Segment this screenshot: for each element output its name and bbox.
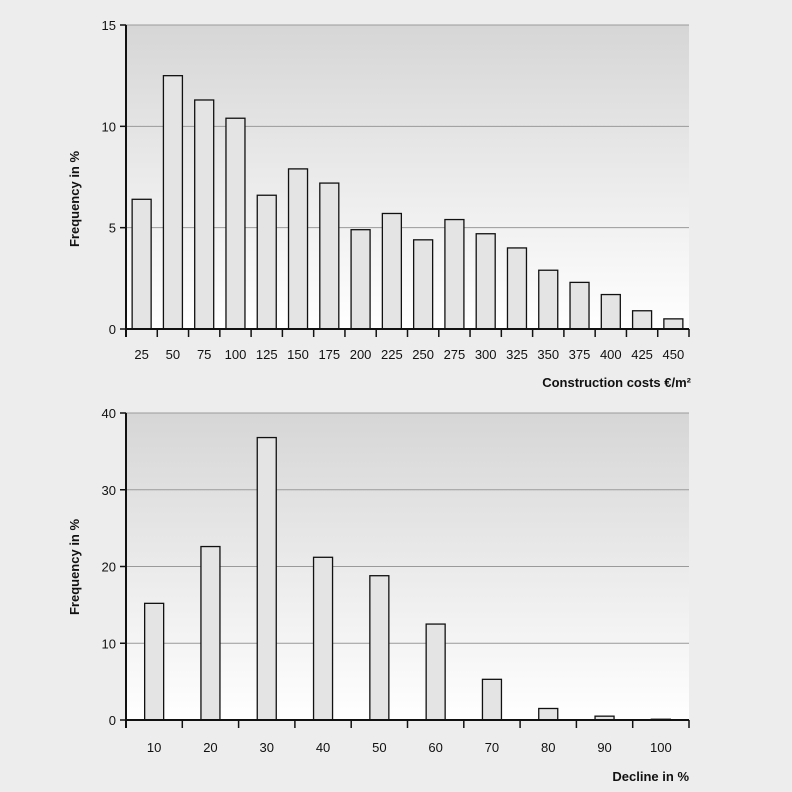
x-tick-label: 25: [134, 347, 148, 362]
bar-200: [350, 229, 371, 330]
bar-250: [412, 239, 434, 330]
x-axis-title: Decline in %: [612, 769, 689, 784]
x-tick-label: 200: [350, 347, 372, 362]
x-tick-label: 350: [537, 347, 559, 362]
x-tick-label: 75: [197, 347, 211, 362]
bar-50: [162, 75, 184, 330]
y-axis-title: Frequency in %: [67, 519, 82, 616]
bar-70: [481, 678, 503, 721]
bar-30: [256, 436, 277, 721]
y-tick-label: 0: [109, 713, 116, 728]
bar-25: [131, 198, 152, 330]
x-tick-label: 125: [256, 347, 278, 362]
bar-400: [600, 293, 621, 330]
y-tick-label: 20: [102, 560, 116, 575]
bar-425: [631, 310, 653, 330]
y-tick-label: 10: [102, 636, 116, 651]
x-tick-label: 30: [260, 740, 274, 755]
bars: [143, 436, 671, 721]
bar-10: [143, 602, 165, 721]
bar-375: [569, 281, 590, 330]
bar-150: [287, 168, 309, 330]
x-tick-label: 50: [372, 740, 386, 755]
x-tick-label: 375: [569, 347, 591, 362]
bar-60: [425, 623, 446, 721]
construction-costs-chart: 0 5 10 15 25 50 75 100 125 150 175 200 225 250 275 300…: [67, 18, 692, 390]
y-tick-labels: 0 10 20 30 40: [102, 406, 116, 728]
x-tick-label: 90: [597, 740, 611, 755]
y-tick-label: 15: [102, 18, 116, 33]
x-tick-label: 400: [600, 347, 622, 362]
x-tick-labels: 10 20 30 40 50 60 70 80 90 100: [147, 740, 672, 755]
x-tick-label: 225: [381, 347, 403, 362]
bar-300: [475, 233, 496, 330]
bars: [131, 75, 684, 330]
decline-chart: 0 10 20 30 40 10 20 30 40 50 60 70 80 90 100 Frequenc…: [67, 406, 690, 784]
x-tick-labels: 25 50 75 100 125 150 175 200 225 250 275 300 325 350 3…: [134, 347, 684, 362]
x-tick-label: 20: [203, 740, 217, 755]
x-axis-title: Construction costs €/m²: [542, 375, 691, 390]
bar-125: [256, 194, 277, 330]
x-tick-label: 50: [166, 347, 180, 362]
x-tick-label: 175: [318, 347, 340, 362]
y-tick-labels: 0 5 10 15: [102, 18, 116, 337]
bar-100: [225, 117, 246, 330]
bar-75: [194, 99, 215, 330]
x-tick-label: 450: [663, 347, 685, 362]
plot-area: [126, 25, 689, 329]
x-tick-label: 150: [287, 347, 309, 362]
bar-350: [538, 269, 559, 330]
bar-50: [369, 575, 390, 721]
y-tick-label: 0: [109, 322, 116, 337]
bar-80: [538, 707, 559, 721]
bar-450: [663, 318, 684, 330]
y-tick-label: 10: [102, 119, 116, 134]
axes: [120, 412, 690, 728]
bar-40: [312, 556, 334, 721]
axes: [120, 24, 690, 337]
y-axis-title: Frequency in %: [67, 151, 82, 248]
bar-225: [381, 212, 403, 330]
x-tick-label: 100: [225, 347, 247, 362]
x-tick-label: 425: [631, 347, 653, 362]
bar-325: [506, 247, 528, 330]
bar-20: [200, 545, 221, 721]
x-tick-label: 60: [428, 740, 442, 755]
x-tick-label: 250: [412, 347, 434, 362]
gridlines: [126, 24, 689, 229]
y-tick-label: 30: [102, 483, 116, 498]
x-tick-label: 325: [506, 347, 528, 362]
x-tick-label: 10: [147, 740, 161, 755]
x-tick-label: 300: [475, 347, 497, 362]
x-tick-label: 275: [444, 347, 466, 362]
x-tick-label: 40: [316, 740, 330, 755]
y-tick-label: 40: [102, 406, 116, 421]
y-tick-label: 5: [109, 221, 116, 236]
x-tick-label: 80: [541, 740, 555, 755]
bar-175: [319, 182, 340, 330]
x-tick-label: 100: [650, 740, 672, 755]
bar-275: [444, 218, 465, 330]
x-tick-label: 70: [485, 740, 499, 755]
